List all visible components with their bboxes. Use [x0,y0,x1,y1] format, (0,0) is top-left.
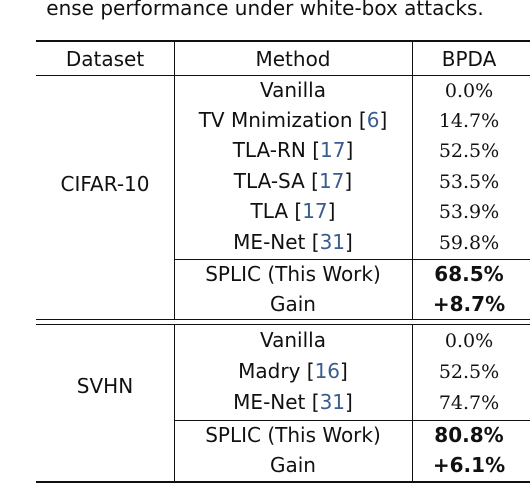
method-cell: TLA-SA [17] [234,167,352,195]
bracket: ] [345,390,353,414]
citation-link[interactable]: 17 [320,138,346,162]
column-divider-2 [412,42,413,319]
method-name: SPLIC (This Work) [205,423,381,447]
bpda-value: 0.0% [444,80,494,102]
bpda-gain: +8.7% [432,292,506,316]
bpda-value: 14.7% [438,110,500,132]
bracket: ] [345,230,353,254]
bpda-value: 52.5% [438,140,500,162]
method-cell: TLA-RN [17] [233,136,354,164]
bpda-value: 0.0% [444,330,494,352]
double-rule-bottom [36,324,530,325]
method-cell: ME-Net [31] [233,228,353,256]
method-cell: SPLIC (This Work) [205,260,381,288]
dataset-cifar10: CIFAR-10 [60,172,150,196]
bpda-value: 53.5% [438,171,500,193]
method-name: SPLIC (This Work) [205,262,381,286]
bpda-value: 59.8% [438,232,500,254]
method-cell: Gain [270,451,316,479]
column-divider-1b [174,325,175,481]
method-cell: Vanilla [260,326,326,354]
dataset-svhn: SVHN [76,374,134,398]
top-rule [36,40,530,42]
header-dataset: Dataset [65,47,145,71]
bpda-value-best: 80.8% [434,423,504,447]
bpda-value: 74.7% [438,392,500,414]
svhn-splic-rule [174,420,530,421]
bracket: ] [340,359,348,383]
method-cell: Vanilla [260,76,326,104]
method-name: TLA-SA [ [233,169,319,193]
method-cell: SPLIC (This Work) [205,421,381,449]
method-name: Vanilla [260,328,326,352]
header-rule [36,75,530,76]
citation-link[interactable]: 17 [302,199,328,223]
method-cell: Gain [270,290,316,318]
bracket: ] [345,138,354,162]
bracket: ] [379,108,388,132]
table-caption: ense performance under white-box attacks… [46,0,484,20]
bpda-gain: +6.1% [432,453,506,477]
cifar-splic-rule [174,259,530,260]
citation-link[interactable]: 31 [319,390,346,414]
citation-link[interactable]: 6 [366,108,380,132]
bottom-rule [36,481,530,483]
header-bpda: BPDA [441,47,497,71]
column-divider-2b [412,325,413,481]
method-cell: Madry [16] [238,357,348,385]
citation-link[interactable]: 31 [319,230,346,254]
bpda-value-best: 68.5% [434,262,504,286]
method-name: Gain [270,292,316,316]
method-name: ME-Net [ [233,390,320,414]
bracket: ] [344,169,353,193]
citation-link[interactable]: 16 [314,359,341,383]
method-name: Madry [ [238,359,315,383]
column-divider-1 [174,42,175,319]
method-name: TLA [ [250,199,303,223]
method-name: TLA-RN [ [232,138,321,162]
method-name: ME-Net [ [233,230,320,254]
method-name: Vanilla [260,78,326,102]
bracket: ] [327,199,336,223]
header-method: Method [255,47,331,71]
method-cell: TLA [17] [251,197,336,225]
citation-link[interactable]: 17 [318,169,345,193]
double-rule-top [36,319,530,320]
method-name: TV Mnimization [ [198,108,367,132]
method-cell: TV Mnimization [6] [199,106,388,134]
bpda-value: 52.5% [438,361,500,383]
bpda-value: 53.9% [438,201,500,223]
method-cell: ME-Net [31] [233,388,353,416]
method-name: Gain [270,453,316,477]
